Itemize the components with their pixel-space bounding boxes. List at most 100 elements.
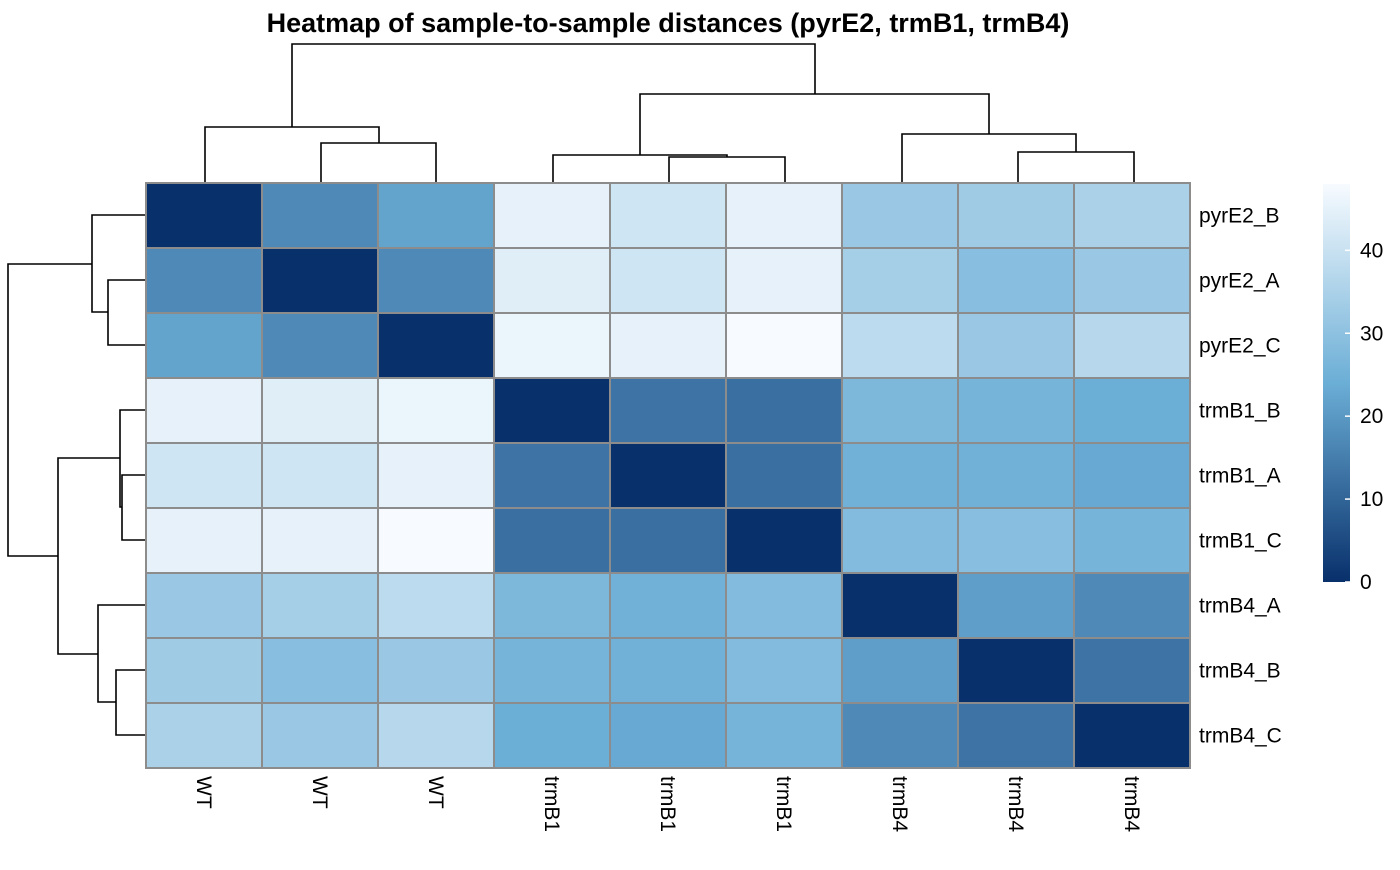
colorbar-tick-label: 40 [1360, 239, 1383, 262]
heatmap-cell [841, 507, 959, 574]
dendrogram-branch [901, 133, 1077, 183]
heatmap-cell [725, 507, 843, 574]
heatmap-cell [725, 312, 843, 379]
heatmap-cell [841, 182, 959, 249]
dendrogram-branch [291, 43, 816, 127]
heatmap-cell [261, 637, 379, 704]
row-label: pyrE2_A [1199, 270, 1280, 293]
row-label: pyrE2_B [1199, 205, 1280, 228]
heatmap-cell [1073, 572, 1191, 639]
heatmap-cell [145, 702, 263, 769]
column-label: WT [192, 776, 215, 809]
column-label: trmB4 [1004, 776, 1027, 832]
column-label: trmB4 [1120, 776, 1143, 832]
colorbar-gradient [1323, 184, 1350, 582]
heatmap-cell [145, 377, 263, 444]
row-labels: pyrE2_B pyrE2_A pyrE2_C trmB1_B trmB1_A trmB1… [1199, 205, 1282, 748]
heatmap-cell [377, 702, 495, 769]
dendrogram-branch [320, 142, 437, 183]
column-label: trmB1 [656, 776, 679, 832]
heatmap-cell [725, 637, 843, 704]
heatmap-cell [377, 442, 495, 509]
heatmap-cell [609, 702, 727, 769]
chart-title: Heatmap of sample-to-sample distances (p… [267, 8, 1070, 38]
heatmap-cell [609, 312, 727, 379]
heatmap-cell [957, 442, 1075, 509]
colorbar: 0 10 20 30 40 [1323, 184, 1383, 594]
heatmap-cell [145, 182, 263, 249]
heatmap-cell [957, 312, 1075, 379]
heatmap-cell [261, 702, 379, 769]
heatmap-cell [261, 182, 379, 249]
heatmap-cell [725, 182, 843, 249]
dendrogram-branch [1017, 151, 1135, 183]
dendrogram-branch [7, 263, 92, 557]
column-label: WT [424, 776, 447, 809]
heatmap-cell [841, 572, 959, 639]
heatmap-cell [261, 507, 379, 574]
heatmap-cell [725, 247, 843, 314]
heatmap-cell [493, 312, 611, 379]
dendrogram-branch [552, 154, 728, 183]
column-label: WT [308, 776, 331, 809]
column-label: trmB1 [772, 776, 795, 832]
column-labels: WT WT WT trmB1 trmB1 trmB1 trmB4 trmB4 trmB4 [192, 776, 1143, 832]
heatmap-cell [957, 247, 1075, 314]
dendrogram-branch [668, 156, 786, 183]
dendrogram-branch [97, 604, 146, 703]
heatmap-cell [145, 572, 263, 639]
heatmap-cell [841, 442, 959, 509]
heatmap-cell [725, 377, 843, 444]
colorbar-tick-label: 20 [1360, 405, 1383, 428]
heatmap-cells [145, 182, 1191, 769]
heatmap-cell [609, 377, 727, 444]
heatmap-cell [1073, 702, 1191, 769]
heatmap-cell [377, 247, 495, 314]
heatmap-cell [493, 637, 611, 704]
row-label: trmB1_A [1199, 465, 1281, 488]
heatmap-cell [1073, 442, 1191, 509]
heatmap-cell [493, 702, 611, 769]
heatmap-cell [957, 507, 1075, 574]
heatmap-cell [1073, 182, 1191, 249]
row-label: trmB1_B [1199, 400, 1281, 423]
dendrogram-branch [639, 93, 990, 155]
heatmap-cell [145, 247, 263, 314]
heatmap-cell [377, 312, 495, 379]
dendrogram-branch [91, 214, 146, 313]
heatmap-cell [957, 702, 1075, 769]
heatmap-cell [1073, 507, 1191, 574]
heatmap-cell [957, 377, 1075, 444]
heatmap-cell [377, 182, 495, 249]
heatmap-cell [1073, 312, 1191, 379]
row-label: trmB1_C [1199, 530, 1282, 553]
heatmap-cell [609, 507, 727, 574]
colorbar-tick-label: 30 [1360, 322, 1383, 345]
heatmap-cell [493, 377, 611, 444]
heatmap-cell [261, 377, 379, 444]
heatmap-cell [841, 377, 959, 444]
heatmap-cell [493, 182, 611, 249]
heatmap-cell [841, 702, 959, 769]
column-label: trmB1 [540, 776, 563, 832]
heatmap-cell [609, 637, 727, 704]
heatmap-cell [145, 442, 263, 509]
heatmap-cell [841, 637, 959, 704]
dendrogram-branch [57, 457, 120, 655]
heatmap-cell [957, 637, 1075, 704]
heatmap-cell [609, 247, 727, 314]
heatmap-cell [609, 442, 727, 509]
heatmap-cell [145, 637, 263, 704]
heatmap-cell [609, 182, 727, 249]
column-dendrogram [204, 43, 1135, 183]
heatmap-cell [957, 182, 1075, 249]
row-label: pyrE2_C [1199, 335, 1281, 358]
dendrogram-branch [121, 474, 146, 541]
heatmap-cell [377, 507, 495, 574]
heatmap-cell [493, 572, 611, 639]
row-label: trmB4_C [1199, 725, 1282, 748]
heatmap-cell [957, 572, 1075, 639]
heatmap-cell [725, 442, 843, 509]
heatmap-cell [145, 312, 263, 379]
